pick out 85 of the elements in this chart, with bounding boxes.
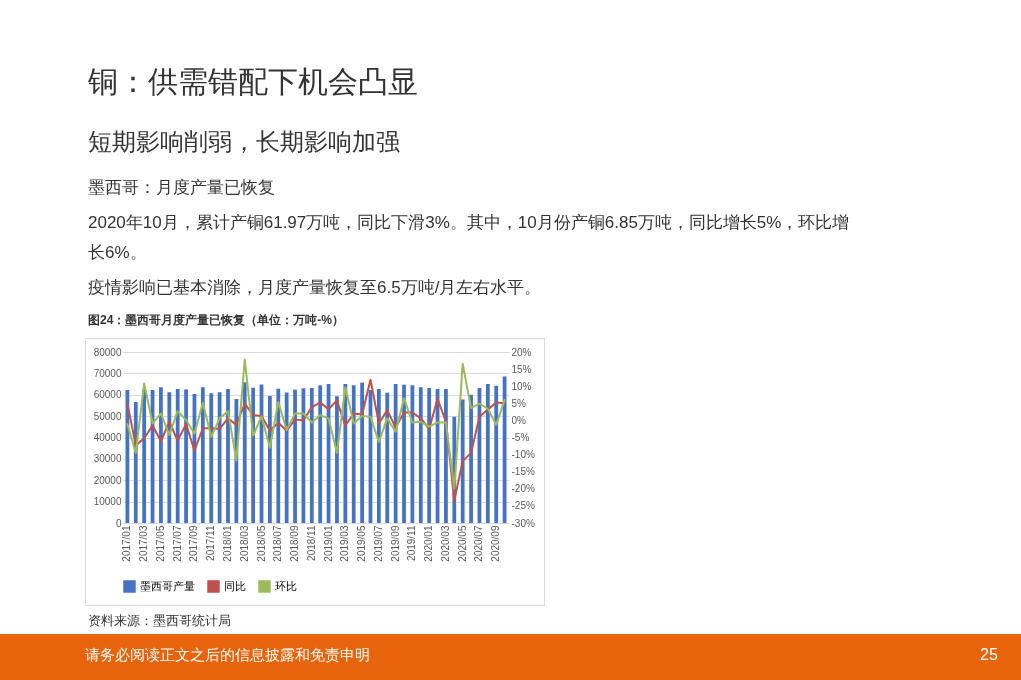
bar	[444, 388, 448, 523]
y-tick-label: 60000	[93, 389, 122, 401]
text: 短期影响削弱，长期影响加强	[88, 127, 400, 157]
y-tick-label: 20000	[93, 474, 122, 486]
text: 资料来源：墨西哥统计局	[88, 612, 231, 630]
x-tick-label: 2018/11	[305, 525, 317, 561]
x-tick-label: 2017/11	[205, 525, 217, 561]
x-tick-label: 2017/03	[138, 525, 150, 562]
legend-label: 环比	[275, 579, 297, 592]
bar	[142, 389, 147, 523]
text: 25	[980, 646, 998, 664]
x-tick-label: 2018/03	[238, 525, 250, 562]
x-tick-label: 2020/03	[439, 525, 451, 562]
y2-tick-label: -25%	[511, 500, 535, 512]
bar	[276, 388, 281, 523]
chart-title: 图24：墨西哥月度产量已恢复（单位：万吨-%）	[88, 312, 345, 329]
x-tick-label: 2020/01	[423, 525, 435, 562]
x-tick-label: 2019/05	[356, 525, 368, 562]
y2-tick-label: -20%	[511, 483, 535, 495]
bar	[402, 384, 406, 523]
text: 2020年10月，累计产铜61.97万吨，同比下滑3%。其中，10月份产铜6.85万吨，同比增长5%，环比增长6%。	[88, 212, 851, 264]
x-tick-label: 2020/09	[490, 525, 502, 562]
x-tick-label: 2018/05	[255, 525, 267, 562]
y2-tick-label: -10%	[511, 449, 535, 461]
bar	[184, 389, 188, 523]
y-tick-label: 10000	[93, 496, 122, 508]
bar	[385, 392, 390, 523]
line-series	[126, 358, 506, 490]
y2-tick-label: 0%	[511, 414, 527, 426]
legend-label: 墨西哥产量	[140, 579, 195, 592]
bar	[159, 387, 163, 523]
x-tick-label: 2019/03	[339, 525, 351, 562]
y2-tick-label: 20%	[511, 346, 532, 358]
text: 请务必阅读正文之后的信息披露和免责申明	[85, 646, 370, 665]
legend-label: 同比	[224, 579, 246, 592]
y-tick-label: 50000	[93, 410, 122, 422]
bar	[318, 385, 323, 523]
y-tick-label: 30000	[93, 453, 122, 465]
text: 疫情影响已基本消除，月度产量恢复至6.5万吨/月左右水平。	[88, 277, 542, 299]
x-tick-label: 2020/07	[473, 525, 485, 562]
bar	[293, 389, 297, 523]
bar	[242, 382, 247, 523]
bar	[418, 387, 423, 523]
bar	[376, 388, 381, 523]
bar	[351, 385, 356, 523]
bar	[309, 387, 314, 523]
bar	[427, 387, 432, 523]
bar	[460, 399, 465, 523]
y-tick-label: 0	[115, 517, 122, 529]
x-tick-label: 2019/11	[406, 525, 418, 561]
x-tick-label: 2017/09	[188, 525, 200, 562]
x-tick-label: 2018/07	[272, 525, 284, 562]
bar	[175, 388, 180, 523]
y-tick-label: 70000	[93, 367, 122, 379]
y2-tick-label: -15%	[511, 466, 535, 478]
y2-tick-label: 15%	[511, 363, 532, 375]
bar	[167, 392, 172, 523]
y2-tick-label: 10%	[511, 380, 532, 392]
x-tick-label: 2017/01	[121, 525, 133, 562]
bar	[251, 387, 256, 523]
text: 墨西哥：月度产量已恢复	[88, 177, 275, 199]
x-tick-label: 2017/05	[154, 525, 166, 562]
x-tick-label: 2017/07	[171, 525, 183, 562]
x-tick-label: 2019/07	[372, 525, 384, 562]
y2-tick-label: -30%	[511, 517, 535, 529]
bar	[494, 385, 499, 523]
bar	[485, 384, 490, 523]
y-tick-label: 40000	[93, 432, 122, 443]
y2-tick-label: -5%	[511, 432, 530, 443]
y-tick-label: 80000	[93, 346, 122, 358]
bar	[200, 387, 205, 523]
text: 铜：供需错配下机会凸显	[88, 64, 418, 100]
bar	[469, 394, 473, 523]
x-tick-label: 2018/01	[221, 525, 233, 562]
bar	[393, 384, 398, 523]
bar	[226, 388, 230, 523]
x-tick-label: 2019/09	[389, 525, 401, 562]
y2-tick-label: 5%	[511, 397, 527, 409]
x-tick-label: 2019/01	[322, 525, 334, 562]
bar	[360, 382, 364, 523]
bar	[284, 392, 289, 523]
x-tick-label: 2018/09	[289, 525, 301, 562]
bar	[209, 393, 214, 523]
x-tick-label: 2020/05	[456, 525, 468, 562]
line-series	[126, 378, 506, 502]
